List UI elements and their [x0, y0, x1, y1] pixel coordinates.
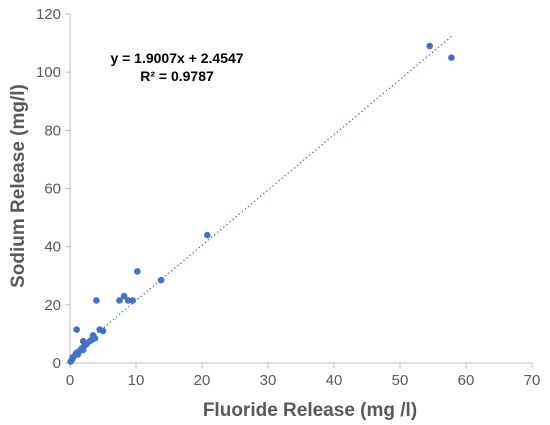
- data-point: [157, 276, 165, 284]
- data-point: [73, 326, 80, 333]
- x-tick-label: 10: [128, 372, 145, 389]
- y-tick-label: 100: [36, 64, 61, 81]
- x-tick-label: 60: [458, 372, 475, 389]
- data-point: [116, 297, 123, 304]
- y-tick-label: 20: [44, 297, 61, 314]
- x-tick-label: 50: [392, 372, 409, 389]
- data-point: [129, 297, 136, 304]
- y-tick-label: 0: [53, 355, 61, 372]
- data-points-group: [67, 42, 455, 365]
- y-tick-label: 60: [44, 181, 61, 198]
- data-point: [99, 327, 107, 335]
- x-tick-label: 40: [326, 372, 343, 389]
- data-point: [448, 54, 455, 61]
- x-tick-label: 30: [260, 372, 277, 389]
- x-tick-label: 20: [194, 372, 211, 389]
- x-axis-title: Fluoride Release (mg /l): [203, 400, 417, 421]
- r-squared-label: R² = 0.9787: [140, 68, 214, 84]
- data-point: [120, 292, 128, 300]
- axes-group: [65, 13, 533, 368]
- data-point: [93, 297, 100, 304]
- data-point: [203, 231, 211, 239]
- y-tick-label: 120: [36, 6, 61, 23]
- trendline-equation: y = 1.9007x + 2.4547: [110, 50, 243, 66]
- y-axis-title: Sodium Release (mg/l): [8, 84, 29, 288]
- x-tick-label: 0: [66, 372, 74, 389]
- data-point: [426, 42, 434, 50]
- data-point: [134, 268, 141, 275]
- trendline: [69, 35, 452, 357]
- data-point: [91, 334, 99, 342]
- y-tick-label: 40: [44, 239, 61, 256]
- y-tick-label: 80: [44, 122, 61, 139]
- trendline-group: [69, 35, 452, 357]
- tick-labels-group: 0 10 20 30 40 50 60 70 0 20 40 60 80 100 120: [36, 6, 540, 389]
- data-point: [124, 297, 132, 304]
- x-tick-label: 70: [524, 372, 541, 389]
